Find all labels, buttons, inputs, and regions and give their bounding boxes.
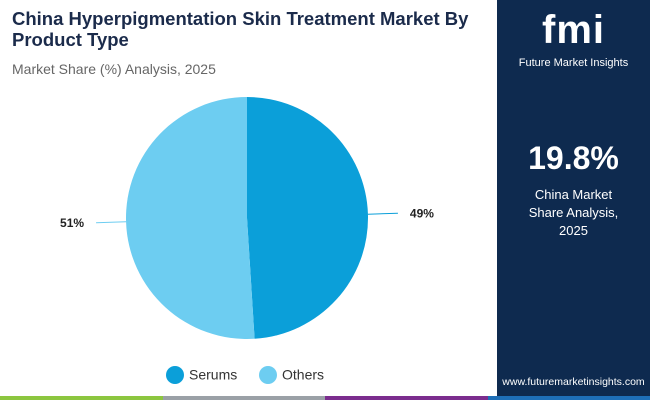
stat-label: China Market Share Analysis, 2025 [528, 187, 619, 238]
chart-subtitle: Market Share (%) Analysis, 2025 [12, 61, 216, 77]
leader-line [96, 221, 127, 224]
pie-slice [125, 97, 255, 339]
brand: Future Market Insights [518, 57, 629, 69]
leader-line [367, 212, 398, 215]
chart-title: China Hyperpigmentation Skin Treatment M… [12, 8, 469, 50]
footer-strip [0, 396, 650, 400]
url: www.futuremarketinsights.com [502, 376, 645, 388]
legend-swatch [259, 366, 277, 384]
sidebar: fmi Future Market Insights 19.8% China M… [497, 0, 650, 396]
logo: fmi [542, 8, 605, 52]
legend-label: Serums [189, 367, 237, 383]
legend-swatch [166, 366, 184, 384]
chart: 49% 51% Serums Others [60, 97, 434, 384]
pie-slice [247, 97, 368, 339]
data-label: 51% [60, 216, 84, 230]
legend-label: Others [282, 367, 324, 383]
stat-value: 19.8% [528, 140, 619, 176]
data-label: 49% [410, 206, 434, 220]
